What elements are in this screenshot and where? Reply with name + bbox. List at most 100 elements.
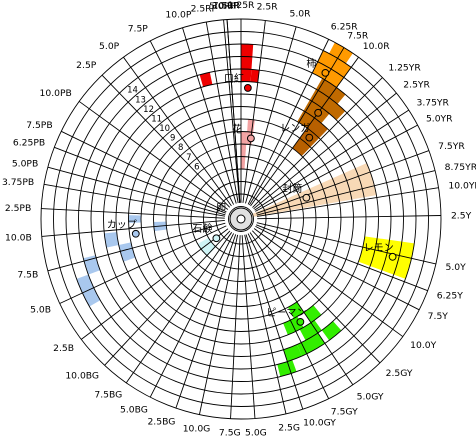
color-cell bbox=[299, 320, 322, 341]
chroma-label: 8 bbox=[178, 143, 183, 153]
color-cell bbox=[241, 56, 253, 70]
hue-spoke bbox=[125, 232, 233, 384]
hue-label: 5.0BG bbox=[120, 405, 148, 416]
hue-spoke bbox=[250, 56, 359, 207]
hue-label: 3.75YR bbox=[416, 97, 449, 108]
hue-spoke bbox=[59, 225, 227, 304]
chroma-label: 6 bbox=[194, 162, 199, 172]
hue-spoke bbox=[249, 232, 354, 386]
color-cell bbox=[241, 131, 248, 145]
object-label: ピーマン bbox=[266, 307, 306, 319]
hue-label: 7.5B bbox=[17, 269, 38, 280]
hue-spoke bbox=[257, 215, 441, 220]
object-marker bbox=[243, 84, 252, 92]
hue-spoke bbox=[256, 150, 430, 214]
hue-label: 2.5G bbox=[278, 423, 300, 434]
hue-spoke bbox=[256, 187, 439, 217]
hue-label: 7.5Y bbox=[428, 311, 449, 322]
hue-spoke bbox=[149, 233, 235, 398]
color-cell bbox=[241, 44, 254, 57]
hue-label: 10.0YR bbox=[448, 181, 476, 192]
hue-label: 10.0BG bbox=[65, 371, 99, 382]
hue-label: 2.5P bbox=[76, 60, 97, 71]
hue-label: 7.5P bbox=[128, 23, 149, 34]
object-label: 石鹸 bbox=[192, 222, 212, 235]
chroma-label: 10 bbox=[159, 124, 170, 134]
hue-spoke bbox=[253, 228, 404, 337]
hue-label: 5.0GY bbox=[357, 391, 384, 402]
hue-spoke bbox=[175, 234, 237, 409]
hue-spoke bbox=[254, 109, 409, 211]
object-marker bbox=[212, 234, 221, 243]
color-cell bbox=[83, 255, 101, 275]
hue-label: 2.5BG bbox=[147, 416, 175, 427]
color-cell bbox=[303, 305, 322, 323]
hue-label: 10.0G bbox=[183, 423, 211, 434]
object-label: 卵 bbox=[216, 202, 226, 214]
object-marker bbox=[321, 68, 330, 77]
hue-spoke bbox=[47, 166, 226, 216]
hue-spoke bbox=[242, 20, 266, 203]
object-marker bbox=[131, 229, 140, 238]
hue-spoke bbox=[247, 233, 330, 399]
hue-label: 2.5Y bbox=[451, 210, 472, 221]
hue-label: 10.0Y bbox=[410, 340, 436, 351]
hue-spoke bbox=[149, 40, 235, 205]
object-label: 封筒 bbox=[282, 182, 302, 195]
chroma-label: 14 bbox=[127, 86, 138, 96]
chroma-label: 12 bbox=[143, 105, 154, 115]
hue-spoke bbox=[245, 26, 297, 204]
hue-label: 2.5R bbox=[257, 2, 279, 13]
hue-label: 5.0P bbox=[99, 41, 120, 52]
hue-label: 2.5PB bbox=[5, 203, 31, 214]
hue-spoke bbox=[104, 230, 231, 366]
hue-label: 6.25R bbox=[331, 22, 358, 33]
hue-label: 10.0PB bbox=[40, 88, 72, 99]
object-marker bbox=[302, 193, 311, 202]
hue-label: 10.0R bbox=[213, 1, 240, 12]
object-marker bbox=[247, 134, 255, 143]
hue-label: 3.75PB bbox=[2, 177, 34, 188]
hue-spoke bbox=[43, 183, 226, 217]
hue-label: 5.0R bbox=[289, 8, 311, 19]
hue-spoke bbox=[244, 234, 287, 414]
hue-label: 1.25R bbox=[228, 0, 255, 11]
hue-label: 7.5GY bbox=[331, 406, 358, 417]
hue-spoke bbox=[247, 39, 330, 205]
object-label: 口紅 bbox=[224, 73, 244, 85]
hue-label: 7.5YR bbox=[438, 141, 465, 152]
color-cell bbox=[287, 301, 304, 319]
hue-label: 2.5RP bbox=[191, 3, 218, 14]
hue-spoke bbox=[255, 225, 420, 311]
hue-label: 5.0YR bbox=[426, 114, 453, 125]
hue-spoke bbox=[47, 222, 226, 272]
hue-label: 10.0R bbox=[363, 41, 390, 52]
hue-spoke bbox=[54, 146, 226, 214]
color-cell bbox=[199, 72, 213, 87]
hue-label: 10.0P bbox=[165, 9, 191, 20]
chroma-label: 9 bbox=[170, 134, 175, 144]
hue-label: 5.0G bbox=[245, 427, 267, 438]
hue-spoke bbox=[252, 77, 383, 208]
color-cell bbox=[241, 144, 247, 157]
hue-label: 7.5R bbox=[347, 31, 369, 42]
hue-label: 7.5PB bbox=[26, 120, 52, 131]
hue-spoke bbox=[198, 234, 239, 415]
center-hub bbox=[229, 207, 253, 231]
object-marker bbox=[296, 317, 305, 326]
hue-label: 7.5G bbox=[219, 428, 241, 438]
hue-spoke bbox=[205, 21, 239, 204]
object-label: レモン bbox=[364, 243, 394, 254]
hue-label: 2.5B bbox=[53, 343, 74, 354]
hue-spoke bbox=[241, 235, 256, 419]
hue-label: 5.0PB bbox=[12, 159, 38, 170]
color-cell bbox=[104, 232, 119, 248]
color-cell bbox=[241, 156, 246, 170]
color-cell bbox=[296, 332, 325, 357]
hue-spoke bbox=[226, 19, 241, 203]
hue-spoke bbox=[81, 228, 229, 340]
hue-spoke bbox=[61, 130, 227, 213]
color-cell bbox=[247, 119, 255, 133]
